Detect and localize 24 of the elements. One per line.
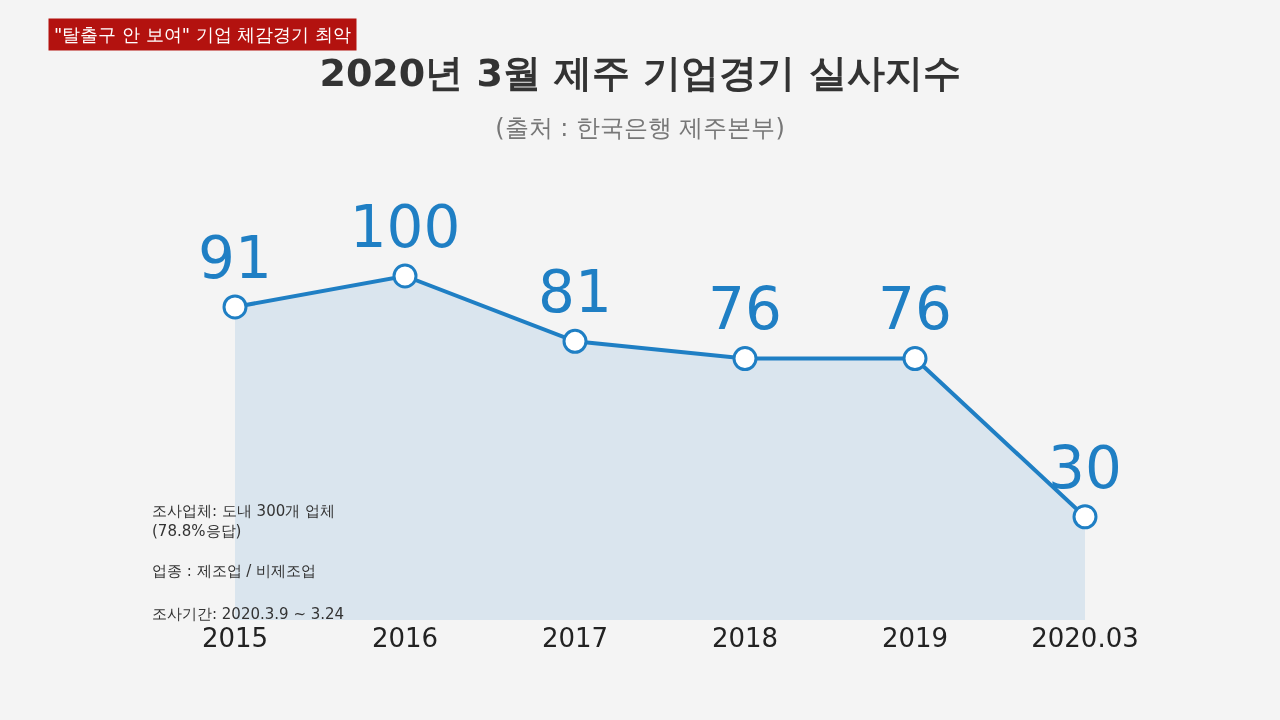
point bbox=[902, 346, 928, 372]
data-label: 76 bbox=[878, 275, 952, 344]
point bbox=[732, 346, 758, 372]
x-tick-label: 2020.03 bbox=[1031, 623, 1139, 653]
text: "탈출구 안 보여" 기업 체감경기 최악 bbox=[54, 24, 352, 45]
data-label: 76 bbox=[708, 275, 782, 344]
point bbox=[562, 328, 588, 354]
annotation: 업종 : 제조업 / 비제조업 bbox=[152, 562, 317, 580]
x-tick-label: 2019 bbox=[881, 623, 949, 653]
annotation: 조사기간: 2020.3.9 ~ 3.24 bbox=[152, 605, 345, 623]
x-tick-label: 2017 bbox=[541, 623, 609, 653]
point bbox=[392, 263, 418, 289]
point bbox=[1072, 504, 1098, 530]
x-tick-label: 2016 bbox=[371, 623, 439, 653]
data-label: 91 bbox=[198, 223, 272, 292]
data-label: 81 bbox=[538, 258, 612, 327]
annotation: 조사업체: 도내 300개 업체 (78.8%응답) bbox=[152, 502, 335, 540]
data-label: 100 bbox=[349, 192, 461, 261]
x-tick-label: 2018 bbox=[711, 623, 779, 653]
point bbox=[222, 294, 248, 320]
x-tick-label: 2015 bbox=[201, 623, 269, 653]
chart-title: 2020년 3월 제주 기업경기 실사지수 bbox=[319, 51, 961, 96]
data-label: 30 bbox=[1048, 433, 1122, 502]
chart-subtitle: (출처 : 한국은행 제주본부) bbox=[495, 113, 785, 142]
